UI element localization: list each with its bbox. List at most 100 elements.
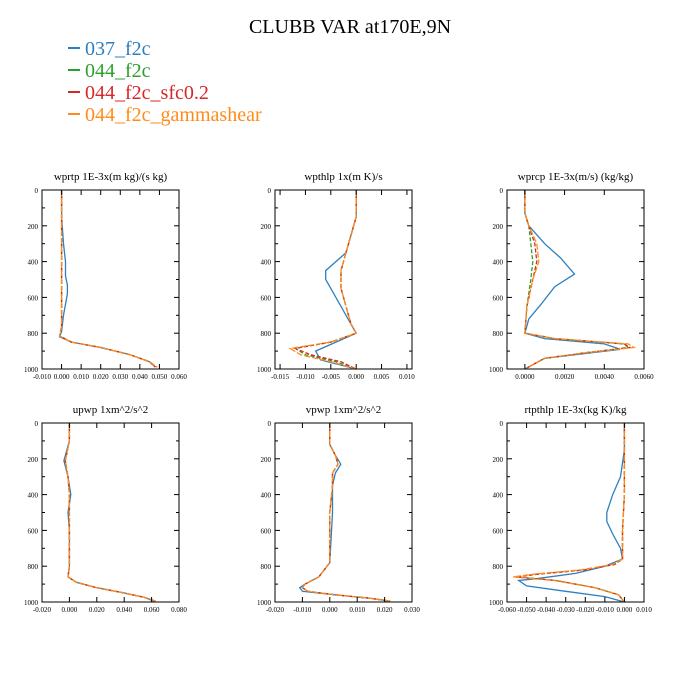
y-tick-label: 0 bbox=[35, 187, 39, 195]
y-tick-label: 800 bbox=[493, 563, 504, 571]
series-line bbox=[298, 423, 391, 602]
panel: wpthlp 1x(m K)/s -0.015 -0.010 -0.005 0.000 0… bbox=[257, 171, 415, 381]
x-tick-label: 0.060 bbox=[144, 606, 160, 614]
legend-item: 037_f2c bbox=[68, 38, 262, 60]
y-tick-label: 1000 bbox=[489, 599, 504, 607]
series-line bbox=[516, 423, 626, 603]
legend-label: 044_f2c bbox=[85, 60, 151, 82]
panel: upwp 1xm^2/s^2 -0.020 0.000 0.020 0.040 0.060… bbox=[24, 404, 187, 614]
x-tick-label: -0.020 bbox=[266, 606, 285, 614]
series-line bbox=[58, 190, 156, 368]
y-tick-label: 0 bbox=[35, 420, 39, 428]
x-tick-label: -0.030 bbox=[557, 606, 576, 614]
x-tick-label: 0.0020 bbox=[555, 373, 575, 381]
y-tick-label: 600 bbox=[261, 527, 272, 535]
panel: vpwp 1xm^2/s^2 -0.020 -0.010 0.000 0.010 0.02… bbox=[257, 404, 420, 614]
y-tick-label: 200 bbox=[261, 223, 272, 231]
legend: 037_f2c 044_f2c 044_f2c_sfc0.2 044_f2c_gamm… bbox=[68, 38, 262, 126]
y-tick-label: 400 bbox=[261, 259, 272, 267]
series-line bbox=[301, 423, 391, 602]
y-tick-label: 400 bbox=[493, 259, 504, 267]
series-line bbox=[64, 423, 155, 602]
series-line bbox=[516, 423, 626, 603]
y-tick-label: 400 bbox=[261, 492, 272, 500]
x-tick-label: -0.010 bbox=[296, 373, 315, 381]
series-line bbox=[58, 190, 156, 368]
x-tick-label: 0.080 bbox=[171, 606, 187, 614]
y-tick-label: 400 bbox=[28, 259, 39, 267]
x-tick-label: 0.020 bbox=[377, 606, 393, 614]
x-tick-label: 0.030 bbox=[404, 606, 420, 614]
series-line bbox=[301, 423, 391, 602]
series-line bbox=[524, 190, 621, 370]
legend-item: 044_f2c bbox=[68, 60, 262, 82]
y-tick-label: 1000 bbox=[489, 366, 504, 374]
x-tick-label: -0.020 bbox=[33, 606, 52, 614]
y-tick-label: 600 bbox=[28, 527, 39, 535]
x-tick-label: 0.000 bbox=[348, 373, 364, 381]
y-tick-label: 400 bbox=[493, 492, 504, 500]
panel: rtpthlp 1E-3x(kg K)/kg -0.060 -0.050 -0.040… bbox=[489, 404, 652, 614]
panel-title: rtpthlp 1E-3x(kg K)/kg bbox=[524, 404, 627, 416]
x-tick-label: 0.040 bbox=[116, 606, 132, 614]
y-tick-label: 800 bbox=[261, 330, 272, 338]
panel-title: upwp 1xm^2/s^2 bbox=[73, 404, 148, 416]
plot-frame bbox=[274, 189, 413, 370]
series-line bbox=[58, 190, 156, 368]
y-tick-label: 0 bbox=[268, 420, 272, 428]
x-tick-label: -0.005 bbox=[322, 373, 341, 381]
y-tick-label: 1000 bbox=[257, 366, 272, 374]
x-tick-label: 0.000 bbox=[62, 606, 78, 614]
y-tick-label: 200 bbox=[493, 223, 504, 231]
y-tick-label: 800 bbox=[261, 563, 272, 571]
series-line bbox=[301, 423, 391, 602]
series-line bbox=[63, 423, 155, 602]
legend-swatch bbox=[68, 113, 80, 116]
series-line bbox=[524, 190, 637, 370]
x-tick-label: -0.020 bbox=[576, 606, 595, 614]
legend-swatch bbox=[68, 47, 80, 50]
legend-item: 044_f2c_sfc0.2 bbox=[68, 82, 262, 104]
y-tick-label: 0 bbox=[268, 187, 272, 195]
legend-label: 044_f2c_gammashear bbox=[85, 104, 262, 126]
x-tick-label: -0.010 bbox=[33, 373, 52, 381]
y-tick-label: 0 bbox=[500, 187, 504, 195]
chart-title: CLUBB VAR at170E,9N bbox=[248, 16, 452, 38]
y-tick-label: 0 bbox=[500, 420, 504, 428]
x-tick-label: 0.010 bbox=[399, 373, 415, 381]
legend-swatch bbox=[68, 69, 80, 72]
series-line bbox=[64, 423, 156, 602]
panel-title: wprtp 1E-3x(m kg)/(s kg) bbox=[54, 171, 168, 183]
y-tick-label: 200 bbox=[28, 456, 39, 464]
y-tick-label: 600 bbox=[261, 294, 272, 302]
series-line bbox=[64, 423, 156, 602]
panel-title: wprcp 1E-3x(m/s) (kg/kg) bbox=[518, 171, 634, 183]
plot-frame bbox=[506, 189, 645, 370]
y-tick-label: 800 bbox=[493, 330, 504, 338]
x-tick-label: 0.0000 bbox=[515, 373, 535, 381]
panel-title: wpthlp 1x(m K)/s bbox=[304, 171, 382, 183]
x-tick-label: 0.0060 bbox=[634, 373, 654, 381]
x-tick-label: -0.010 bbox=[596, 606, 615, 614]
series-line bbox=[288, 190, 358, 370]
series-line bbox=[314, 190, 358, 370]
x-tick-label: 0.010 bbox=[636, 606, 652, 614]
y-tick-label: 600 bbox=[493, 294, 504, 302]
x-tick-label: 0.000 bbox=[54, 373, 70, 381]
x-tick-label: 0.000 bbox=[617, 606, 633, 614]
panel-title: vpwp 1xm^2/s^2 bbox=[306, 404, 381, 416]
x-tick-label: 0.030 bbox=[112, 373, 128, 381]
panel: wprcp 1E-3x(m/s) (kg/kg) 0.0000 0.0020 0.00… bbox=[489, 171, 654, 381]
plot-frame bbox=[41, 422, 180, 603]
x-tick-label: 0.005 bbox=[374, 373, 390, 381]
x-tick-label: 0.040 bbox=[132, 373, 148, 381]
x-tick-label: 0.060 bbox=[171, 373, 187, 381]
x-tick-label: 0.0040 bbox=[595, 373, 615, 381]
plot-frame bbox=[274, 422, 413, 603]
x-tick-label: -0.010 bbox=[293, 606, 312, 614]
y-tick-label: 200 bbox=[28, 223, 39, 231]
panel: wprtp 1E-3x(m kg)/(s kg) -0.010 0.000 0.010… bbox=[24, 171, 187, 381]
legend-item: 044_f2c_gammashear bbox=[68, 104, 262, 126]
y-tick-label: 1000 bbox=[24, 366, 39, 374]
